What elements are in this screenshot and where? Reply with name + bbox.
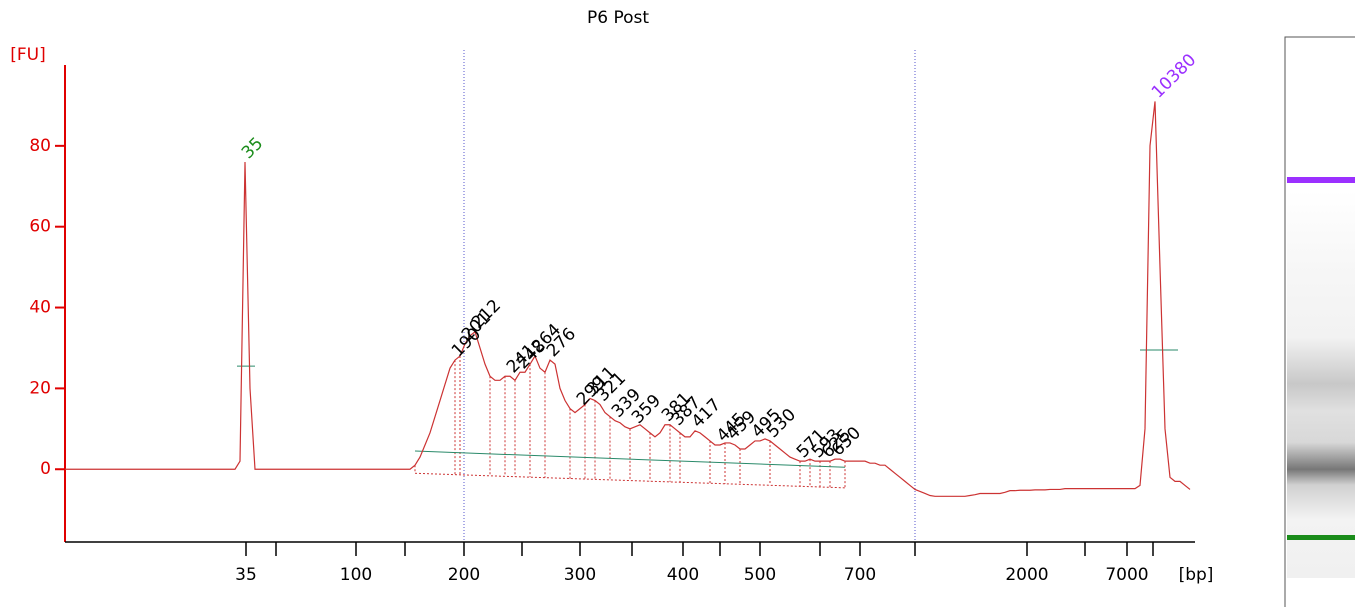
- peak-label: 35: [238, 134, 267, 163]
- x-tick-label: 2000: [1005, 565, 1048, 585]
- x-tick-label: 400: [667, 565, 699, 585]
- x-axis-label: [bp]: [1179, 565, 1214, 585]
- peak-label: 10380: [1148, 50, 1200, 102]
- y-tick-label: 40: [29, 298, 51, 318]
- x-tick-label: 700: [844, 565, 876, 585]
- y-tick-label: 60: [29, 217, 51, 237]
- x-tick-label: 35: [235, 565, 257, 585]
- trace: [65, 101, 1191, 497]
- y-tick-label: 80: [29, 136, 51, 156]
- x-tick-label: 300: [564, 565, 596, 585]
- x-tick-label: 200: [448, 565, 480, 585]
- x-tick-label: 100: [340, 565, 372, 585]
- region-base: [414, 472, 846, 489]
- gel-upper-marker: [1287, 177, 1355, 183]
- y-axis-label: [FU]: [10, 45, 46, 65]
- x-tick-label: 7000: [1105, 565, 1148, 585]
- gel-lane: [1287, 190, 1355, 578]
- chart-title: P6 Post: [587, 8, 649, 28]
- gel-lower-marker: [1287, 535, 1355, 540]
- y-tick-label: 20: [29, 378, 51, 398]
- y-tick-label: 0: [40, 459, 51, 479]
- baseline: [414, 450, 846, 468]
- x-tick-label: 500: [744, 565, 776, 585]
